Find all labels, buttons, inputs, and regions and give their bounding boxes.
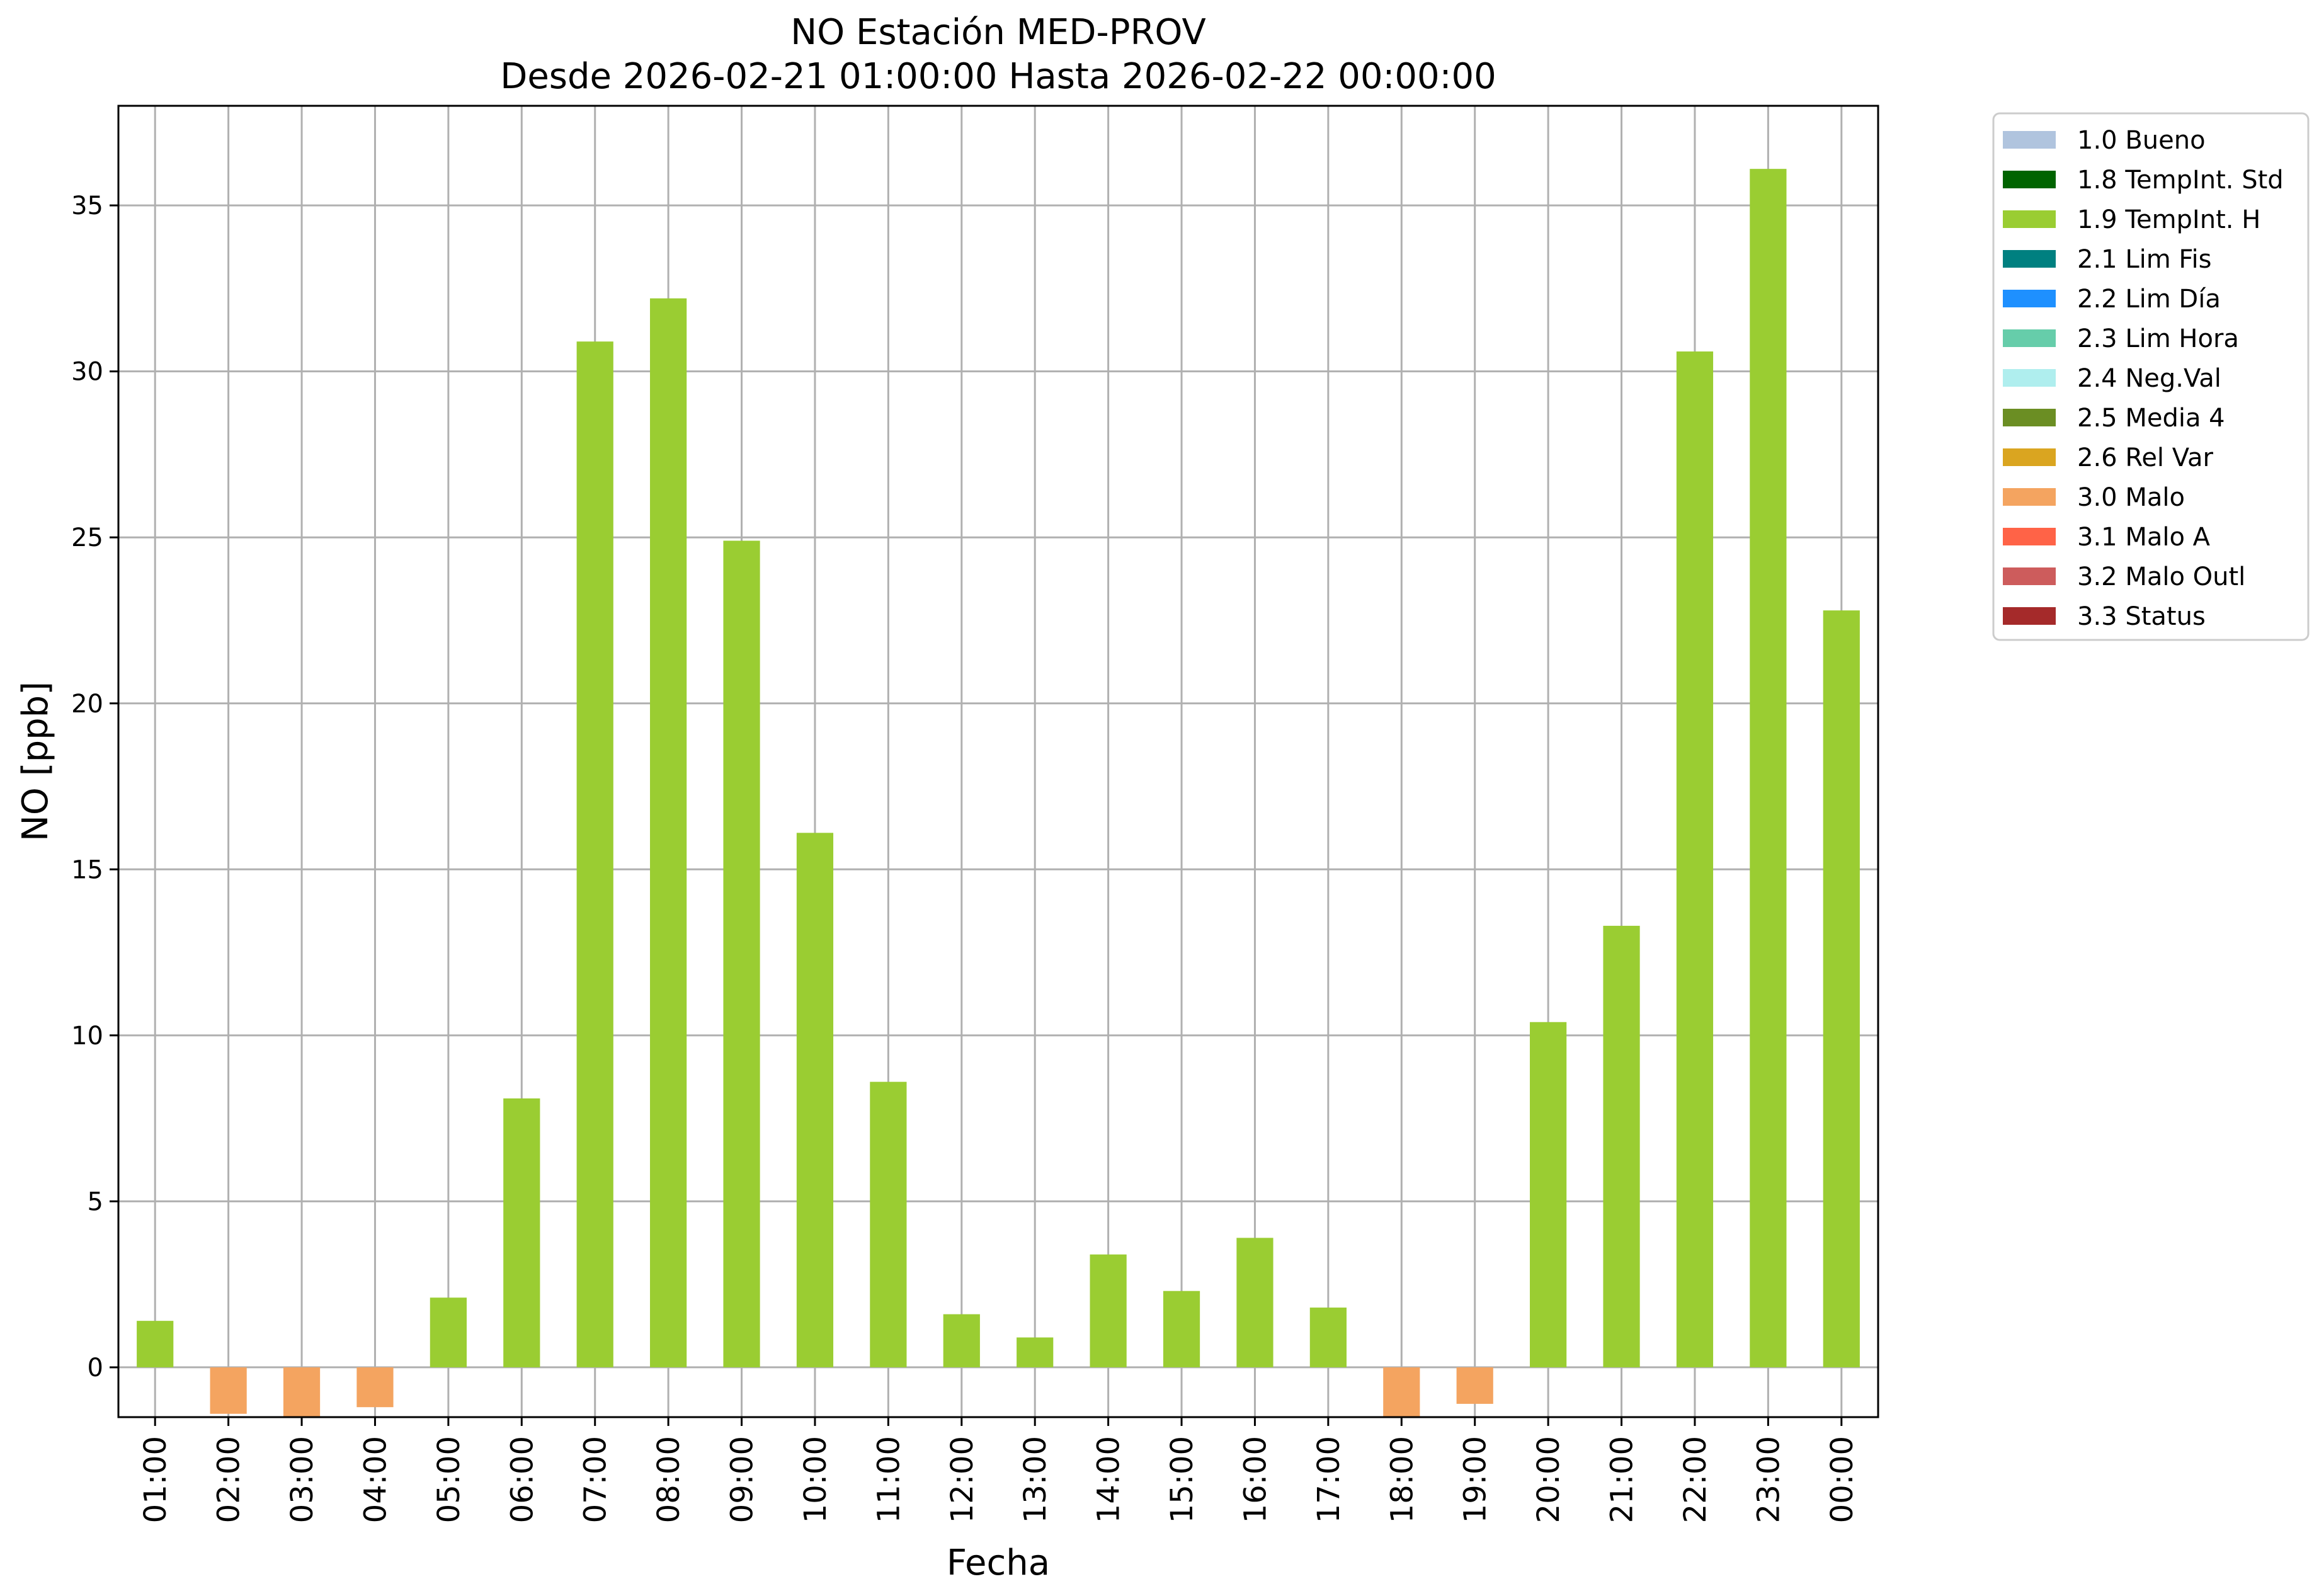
bar-1400: [1090, 1254, 1127, 1367]
legend-label: 3.3 Status: [2077, 602, 2206, 631]
y-tick-label: 30: [71, 358, 103, 387]
y-tick-label: 0: [88, 1354, 103, 1382]
legend-swatch: [2003, 607, 2056, 625]
x-tick-label: 00:00: [1825, 1436, 1860, 1523]
y-tick-label: 35: [71, 191, 103, 220]
legend-swatch: [2003, 369, 2056, 387]
legend-swatch: [2003, 567, 2056, 585]
legend-label: 1.0 Bueno: [2077, 126, 2206, 155]
legend-label: 2.4 Neg.Val: [2077, 364, 2221, 393]
x-tick-label: 17:00: [1311, 1436, 1347, 1523]
x-tick-label: 01:00: [138, 1436, 173, 1523]
y-tick-label: 25: [71, 523, 103, 552]
y-axis-ticks: 0 5 10 15 20 25 30 35: [71, 191, 118, 1382]
plot-area-frame: [117, 105, 1879, 1418]
x-tick-label: 16:00: [1238, 1436, 1273, 1523]
bar-1900: [1456, 1367, 1493, 1404]
x-axis-label: Fecha: [947, 1542, 1050, 1583]
legend-label: 3.2 Malo Outl: [2077, 562, 2245, 591]
bar-1300: [1017, 1337, 1054, 1367]
legend-swatch: [2003, 409, 2056, 426]
bar-1800: [1383, 1367, 1420, 1417]
bar-1500: [1163, 1291, 1200, 1367]
legend-items: 1.0 Bueno 1.8 TempInt. Std 1.9 TempInt. H 2…: [2003, 126, 2284, 631]
legend-label: 1.8 TempInt. Std: [2077, 166, 2284, 195]
x-tick-label: 06:00: [504, 1436, 540, 1523]
x-tick-label: 05:00: [431, 1436, 467, 1523]
bar-0000: [1823, 610, 1860, 1367]
legend: 1.0 Bueno 1.8 TempInt. Std 1.9 TempInt. H 2…: [1992, 112, 2310, 641]
bar-0400: [356, 1367, 394, 1408]
legend-label: 2.5 Media 4: [2077, 404, 2225, 433]
legend-swatch: [2003, 290, 2056, 307]
x-tick-label: 18:00: [1384, 1436, 1420, 1523]
legend-swatch: [2003, 250, 2056, 268]
bar-0300: [283, 1367, 321, 1417]
x-tick-label: 21:00: [1605, 1436, 1640, 1523]
legend-label: 2.3 Lim Hora: [2077, 324, 2239, 353]
legend-swatch: [2003, 528, 2056, 545]
bar-0700: [576, 341, 613, 1367]
x-tick-label: 11:00: [871, 1436, 906, 1523]
bar-1000: [796, 833, 834, 1367]
x-tick-label: 03:00: [285, 1436, 320, 1523]
y-tick-label: 15: [71, 855, 103, 884]
y-axis-label: NO [ppb]: [15, 681, 56, 841]
x-tick-label: 23:00: [1751, 1436, 1786, 1523]
x-tick-label: 08:00: [651, 1436, 687, 1523]
x-tick-label: 15:00: [1165, 1436, 1200, 1523]
legend-swatch: [2003, 131, 2056, 149]
bar-2100: [1603, 925, 1640, 1367]
x-tick-label: 04:00: [358, 1436, 393, 1523]
x-tick-label: 09:00: [725, 1436, 760, 1523]
bar-2200: [1676, 351, 1714, 1367]
legend-label: 1.9 TempInt. H: [2077, 205, 2260, 234]
bar-1100: [870, 1081, 907, 1367]
legend-swatch: [2003, 171, 2056, 188]
x-axis-ticks: 01:00 02:00 03:00 04:00 05:00 06:00 07:00 08:00…: [138, 1417, 1860, 1523]
legend-label: 2.2 Lim Día: [2077, 285, 2221, 314]
bar-1700: [1309, 1308, 1347, 1367]
y-tick-label: 5: [88, 1187, 103, 1216]
bar-0600: [503, 1098, 540, 1367]
bar-0900: [723, 540, 760, 1367]
legend-label: 3.0 Malo: [2077, 483, 2185, 512]
x-tick-label: 14:00: [1091, 1436, 1127, 1523]
x-tick-label: 22:00: [1678, 1436, 1713, 1523]
bar-0500: [430, 1297, 467, 1367]
legend-swatch: [2003, 210, 2056, 228]
y-tick-label: 20: [71, 690, 103, 719]
x-tick-label: 19:00: [1458, 1436, 1493, 1523]
x-tick-label: 02:00: [212, 1436, 247, 1523]
legend-swatch: [2003, 329, 2056, 347]
bar-2300: [1750, 169, 1787, 1367]
legend-label: 2.1 Lim Fis: [2077, 245, 2211, 274]
bar-0200: [210, 1367, 247, 1414]
x-tick-label: 13:00: [1018, 1436, 1053, 1523]
bar-0100: [137, 1321, 174, 1367]
legend-swatch: [2003, 448, 2056, 466]
legend-swatch: [2003, 488, 2056, 506]
x-tick-label: 20:00: [1531, 1436, 1566, 1523]
legend-label: 3.1 Malo A: [2077, 523, 2211, 552]
chart-subtitle: Desde 2026-02-21 01:00:00 Hasta 2026-02-…: [500, 56, 1496, 97]
legend-label: 2.6 Rel Var: [2077, 443, 2214, 472]
chart-title: NO Estación MED-PROV: [790, 12, 1206, 53]
y-tick-label: 10: [71, 1022, 103, 1051]
bar-1600: [1236, 1238, 1273, 1367]
bar-series: [137, 169, 1860, 1417]
x-tick-label: 10:00: [798, 1436, 833, 1523]
bar-1200: [943, 1314, 980, 1367]
x-tick-label: 07:00: [578, 1436, 613, 1523]
bar-0800: [650, 298, 687, 1367]
bar-2000: [1530, 1022, 1567, 1367]
x-tick-label: 12:00: [945, 1436, 980, 1523]
legend-frame: [1992, 112, 2310, 641]
